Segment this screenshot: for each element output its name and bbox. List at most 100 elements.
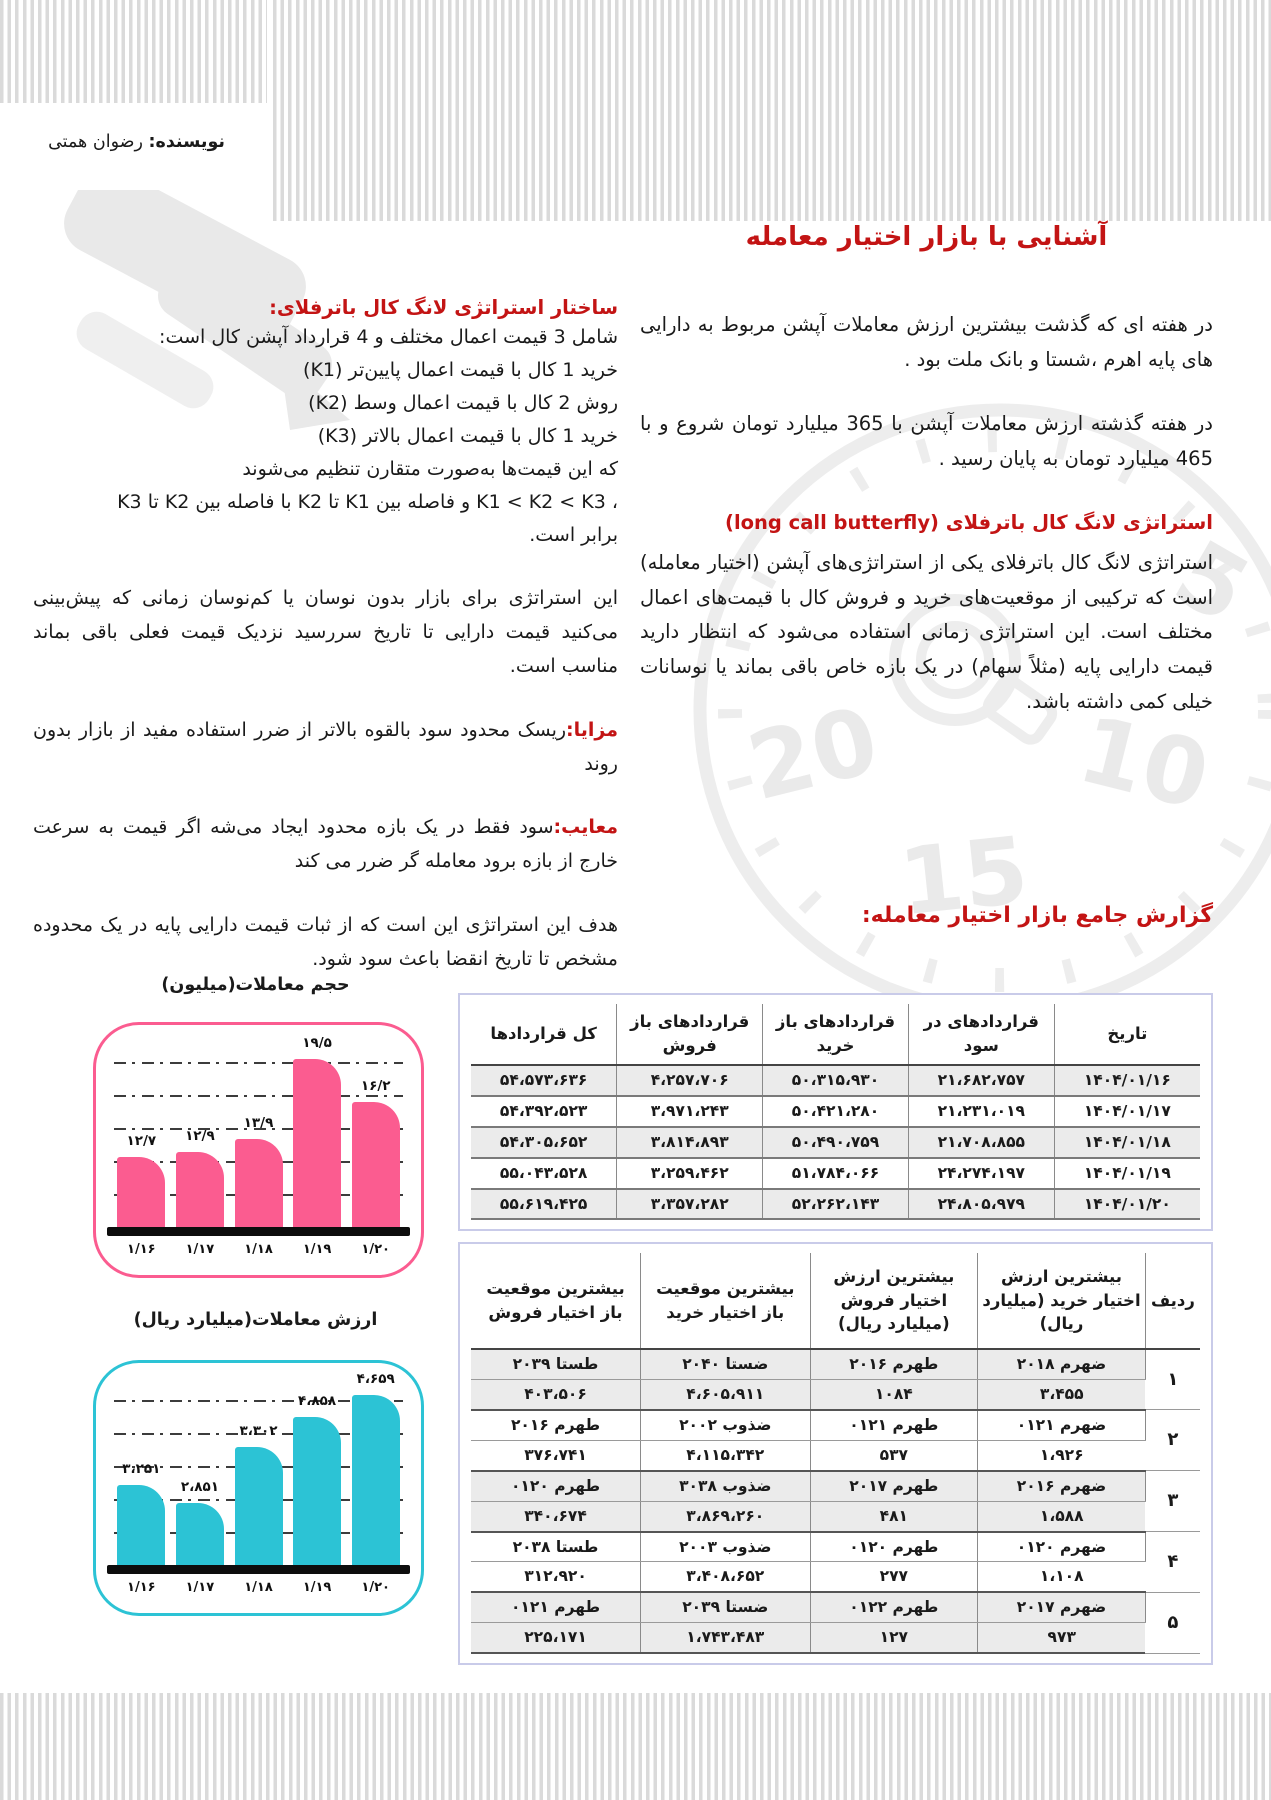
top-options-table-body: ۱ ضهرم ۲۰۱۸ طهرم ۲۰۱۶ ضستا ۲۰۴۰ طستا ۲۰۳۹ ۳،۴…	[471, 1349, 1200, 1655]
value-cell: ۳،۴۵۵	[977, 1379, 1146, 1411]
table-cell: ۱۴۰۴/۰۱/۱۹	[1083, 1163, 1171, 1182]
value-cell: ۴،۱۱۵،۳۴۲	[640, 1440, 811, 1472]
x-tick-label: ۱/۱۷	[185, 1242, 215, 1257]
bar-value-label: ۳،۲۵۱	[122, 1461, 161, 1477]
table-row: ۴ ضهرم ۰۱۲۰ طهرم ۰۱۲۰ ضذوب ۲۰۰۳ طستا ۲۰۳۸	[471, 1531, 1200, 1593]
table-cell: ۳،۸۱۴،۸۹۳	[616, 1126, 764, 1158]
symbol-cell: طستا ۲۰۳۹	[471, 1349, 642, 1380]
symbol-cell: طهرم ۲۰۱۷	[810, 1470, 979, 1502]
author-line: نویسنده: رضوان همتی	[40, 132, 225, 152]
structure-line: شامل 3 قیمت اعمال مختلف و 4 قرارداد آپشن…	[159, 326, 618, 348]
column-header: قراردادهای باز خرید	[762, 1004, 909, 1065]
butterfly-heading: استراتژی لانگ کال باترفلای (long call bu…	[725, 510, 1213, 534]
x-tick-label: ۱/۱۹	[302, 1242, 332, 1257]
x-axis-baseline	[107, 1565, 410, 1574]
table-cell: ۳،۲۵۹،۴۶۲	[616, 1157, 764, 1189]
disadvantages-paragraph: معایب:سود فقط در یک بازه محدود ایجاد می‌…	[33, 811, 618, 879]
value-chart-title: ارزش معاملات(میلیارد ریال)	[133, 1310, 378, 1330]
table-cell: ۵۱،۷۸۴،۰۶۶	[762, 1157, 909, 1189]
top-options-table-box: ردیف بیشترین ارزش اختیار خرید (میلیارد ری…	[458, 1242, 1213, 1666]
value-cell: ۳۷۶،۷۴۱	[471, 1440, 642, 1472]
value-cell: ۱،۷۴۳،۴۸۳	[640, 1622, 811, 1655]
rank-cell: ۱	[1145, 1349, 1200, 1411]
gridline	[114, 1095, 403, 1097]
table-cell: ۵۰،۴۲۱،۲۸۰	[762, 1095, 909, 1127]
gridline	[114, 1062, 403, 1064]
advantages-text: ریسک محدود سود بالقوه بالاتر از ضرر استف…	[33, 718, 618, 775]
value-cell: ۹۷۳	[977, 1622, 1146, 1655]
table-cell: ۴،۲۵۷،۷۰۶	[616, 1064, 764, 1096]
symbol-cell: ضهرم ۲۰۱۷	[977, 1592, 1146, 1624]
symbol-cell: ضهرم ۲۰۱۶	[977, 1470, 1146, 1502]
x-axis-baseline	[107, 1227, 410, 1236]
x-tick-label: ۱/۱۷	[185, 1580, 215, 1595]
disadvantages-text: سود فقط در یک بازه محدود ایجاد می‌شه اگر…	[33, 816, 618, 873]
author-name: رضوان همتی	[48, 132, 149, 152]
bar	[117, 1485, 166, 1565]
author-label: نویسنده:	[148, 132, 225, 152]
table-row: ۱۴۰۴/۰۱/۲۰ ۲۴،۸۰۵،۹۷۹ ۵۲،۲۶۲،۱۴۳ ۳،۳۵۷،۲۸۲ ۵…	[471, 1188, 1200, 1220]
bar-value-label: ۱۶/۲	[360, 1078, 391, 1094]
x-tick-label: ۱/۱۹	[302, 1580, 332, 1595]
volume-chart: ۱۲/۷ ۱/۱۶ ۱۲/۹ ۱/۱۷ ۱۳/۹ ۱/۱۸ ۱۹/۵ ۱/۱۹ ۱۶/۲ ۱/۲۰	[93, 1022, 424, 1278]
rank-cell: ۵	[1145, 1592, 1200, 1654]
structure-line: روش 2 کال با قیمت اعمال وسط (K2)	[308, 392, 618, 415]
column-header: تاریخ	[1054, 1004, 1200, 1065]
table-row: ۱،۱۰۸ ۲۷۷ ۳،۴۰۸،۶۵۲ ۳۱۲،۹۲۰	[471, 1561, 1200, 1594]
table-row: ۱۴۰۴/۰۱/۱۹ ۲۴،۲۷۴،۱۹۷ ۵۱،۷۸۴،۰۶۶ ۳،۲۵۹،۴۶۲ ۵…	[471, 1157, 1200, 1189]
top-options-table-header: ردیف بیشترین ارزش اختیار خرید (میلیارد ری…	[471, 1253, 1200, 1349]
column-header: بیشترین ارزش اختیار فروش (میلیارد ریال)	[810, 1253, 979, 1349]
contracts-table-box: تاریخ قراردادهای در سود قراردادهای باز خری…	[458, 993, 1213, 1232]
contracts-table: تاریخ قراردادهای در سود قراردادهای باز خری…	[471, 1004, 1200, 1220]
symbol-cell: ضذوب ۲۰۰۳	[640, 1531, 811, 1563]
bar-value-label: ۱۲/۷	[126, 1133, 157, 1149]
column-header: قراردادهای در سود	[908, 1004, 1055, 1065]
table-row: ۹۷۳ ۱۲۷ ۱،۷۴۳،۴۸۳ ۲۲۵،۱۷۱	[471, 1622, 1200, 1655]
value-cell: ۵۳۷	[810, 1440, 979, 1472]
symbol-cell: ضذوب ۲۰۰۲	[640, 1409, 811, 1441]
symbol-cell: ضذوب ۳۰۳۸	[640, 1470, 811, 1502]
bar-value-label: ۴،۶۵۹	[356, 1371, 395, 1387]
symbol-cell: ضهرم ۰۱۲۱	[977, 1409, 1146, 1441]
bar	[234, 1447, 283, 1565]
column-header: بیشترین موقعیت باز اختیار فروش	[471, 1253, 642, 1349]
bar	[351, 1395, 400, 1565]
value-cell: ۴۰۳،۵۰۶	[471, 1379, 642, 1411]
column-header: بیشترین ارزش اختیار خرید (میلیارد ریال)	[977, 1253, 1146, 1349]
table-cell: ۲۱،۲۳۱،۰۱۹	[908, 1095, 1055, 1127]
market-fit-paragraph: این استراتژی برای بازار بدون نوسان یا کم…	[33, 587, 618, 677]
bar-value-label: ۱۹/۵	[302, 1035, 332, 1051]
bar	[175, 1503, 224, 1565]
value-chart: ۳،۲۵۱ ۱/۱۶ ۲،۸۵۱ ۱/۱۷ ۳،۳۰۲ ۱/۱۸ ۴،۸۵۸ ۱/۱۹ ۴،۶۵…	[93, 1360, 424, 1616]
advantages-label: مزایا:	[566, 718, 618, 741]
table-cell: ۲۴،۲۷۴،۱۹۷	[908, 1157, 1055, 1189]
table-cell: ۵۴،۳۹۲،۵۲۳	[471, 1095, 618, 1127]
x-tick-label: ۱/۱۶	[127, 1580, 156, 1595]
footer-stripes	[0, 1693, 1271, 1800]
table-cell: ۱۴۰۴/۰۱/۱۸	[1054, 1126, 1200, 1158]
value-cell: ۳۱۲،۹۲۰	[471, 1561, 642, 1594]
symbol-cell: طهرم ۰۱۲۱	[810, 1409, 979, 1441]
value-cell: ۱،۱۰۸	[977, 1561, 1146, 1594]
table-cell: ۳،۹۷۱،۲۴۳	[616, 1095, 764, 1127]
volume-chart-title: حجم معاملات(میلیون)	[161, 975, 350, 995]
value-cell: ۲۲۵،۱۷۱	[471, 1622, 642, 1655]
table-row: ۲ ضهرم ۰۱۲۱ طهرم ۰۱۲۱ ضذوب ۲۰۰۲ طهرم ۲۰۱۶	[471, 1409, 1200, 1472]
bar	[175, 1152, 224, 1227]
contracts-table-header: تاریخ قراردادهای در سود قراردادهای باز خری…	[471, 1004, 1200, 1065]
page-title: آشنایی با بازار اختیار معامله	[745, 222, 1108, 252]
header-stripes-right	[273, 0, 1271, 221]
butterfly-paragraph: استراتژی لانگ کال باترفلای یکی از استرات…	[640, 550, 1213, 713]
table-row: ۱۴۰۴/۰۱/۱۶ ۲۱،۶۸۲،۷۵۷ ۵۰،۳۱۵،۹۳۰ ۴،۲۵۷،۷۰۶ ۵…	[471, 1064, 1200, 1096]
table-cell: ۵۲،۲۶۲،۱۴۳	[762, 1188, 909, 1220]
value-cell: ۳،۴۰۸،۶۵۲	[640, 1561, 811, 1594]
table-cell: ۵۵،۰۴۳،۵۲۸	[471, 1157, 618, 1189]
value-cell: ۱،۹۲۶	[977, 1440, 1146, 1472]
rank-cell: ۴	[1145, 1531, 1200, 1593]
table-row: ۳،۴۵۵ ۱۰۸۴ ۴،۶۰۵،۹۱۱ ۴۰۳،۵۰۶	[471, 1379, 1200, 1411]
symbol-cell: طهرم ۲۰۱۶	[471, 1409, 642, 1441]
table-cell: ۳،۳۵۷،۲۸۲	[616, 1188, 764, 1220]
structure-line: خرید 1 کال با قیمت اعمال پایین‌تر (K1)	[303, 359, 618, 382]
structure-line: که این قیمت‌ها به‌صورت متقارن تنظیم می‌ش…	[242, 458, 618, 481]
